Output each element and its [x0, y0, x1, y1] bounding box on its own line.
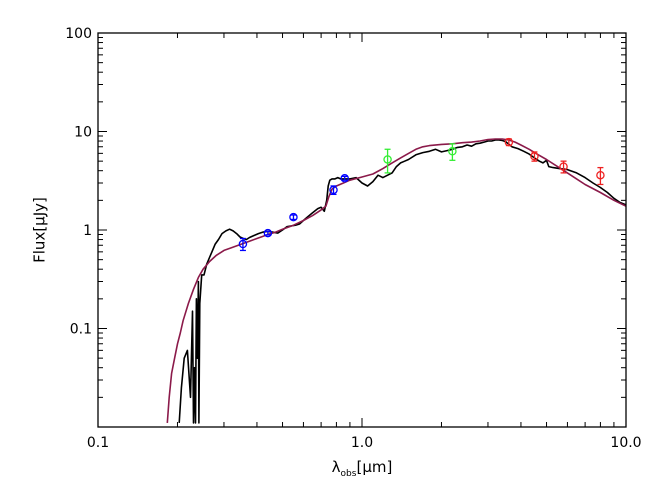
- x-tick-label: 0.1: [87, 435, 109, 451]
- plot-frame: [97, 32, 627, 428]
- x-axis-label-unit: [μm]: [356, 458, 392, 476]
- data-point: [263, 228, 273, 238]
- data-point: [504, 137, 514, 147]
- x-axis-label-base: λ: [332, 458, 341, 476]
- y-tick-label: 1: [83, 223, 92, 239]
- tick-layer: 0.1 1.0 10.0 0.1 1 10 100: [65, 26, 641, 451]
- data-marker: [238, 239, 248, 249]
- data-point: [238, 237, 248, 252]
- marker-layer: [238, 137, 605, 252]
- sed-line-1: [166, 138, 626, 423]
- data-point: [530, 151, 539, 162]
- y-tick-label: 10: [74, 125, 92, 141]
- data-marker: [596, 170, 605, 180]
- x-axis-label: λobs[μm]: [332, 458, 393, 479]
- data-marker: [504, 137, 514, 147]
- data-marker: [530, 152, 539, 161]
- series-layer: [166, 138, 626, 424]
- data-point: [448, 143, 457, 161]
- data-marker: [559, 162, 568, 171]
- y-tick-label: 100: [65, 26, 92, 42]
- data-marker: [329, 185, 338, 195]
- data-point: [329, 185, 338, 196]
- data-marker: [340, 174, 349, 183]
- sed-line-0: [178, 139, 626, 424]
- data-point: [383, 148, 392, 174]
- data-marker: [448, 147, 457, 156]
- data-marker: [289, 212, 298, 222]
- y-tick-label: 0.1: [70, 322, 92, 338]
- data-marker: [383, 155, 392, 164]
- data-point: [559, 160, 568, 174]
- data-marker: [263, 228, 273, 238]
- y-axis-label: Flux[μJy]: [31, 197, 49, 263]
- data-point: [596, 166, 605, 186]
- data-point: [289, 212, 298, 222]
- data-point: [340, 174, 349, 183]
- x-tick-label: 10.0: [610, 435, 641, 451]
- x-tick-label: 1.0: [351, 435, 373, 451]
- x-axis-label-sub: obs: [341, 469, 357, 479]
